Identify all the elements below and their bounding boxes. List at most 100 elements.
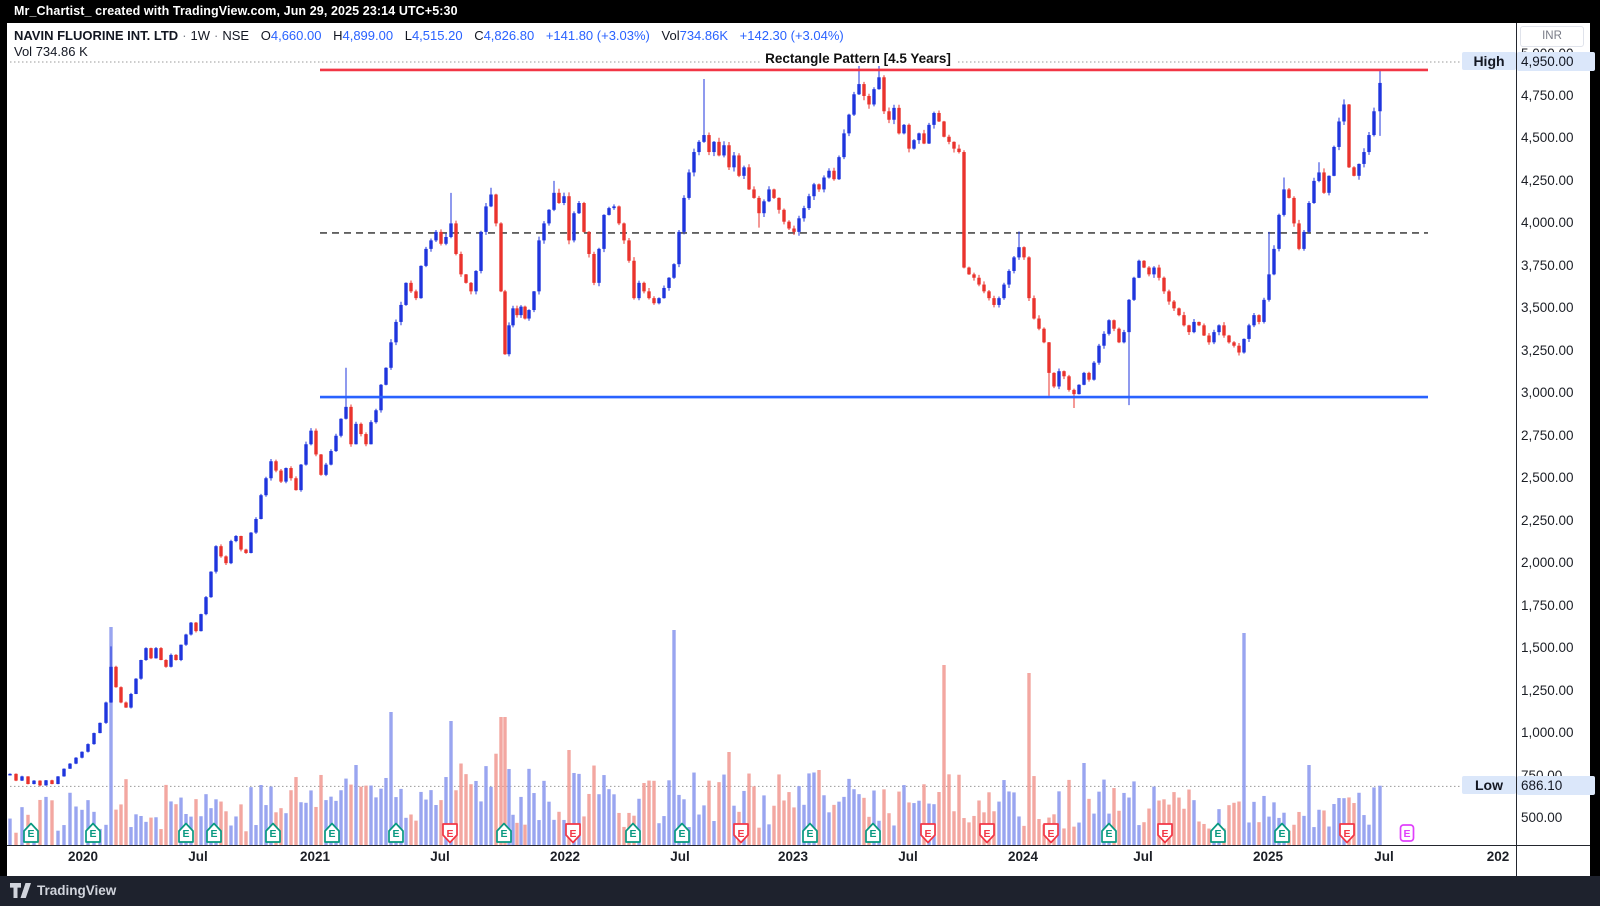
volume-bar bbox=[972, 815, 976, 845]
candle-body bbox=[802, 208, 806, 219]
candle-body bbox=[987, 291, 991, 299]
volume-bar bbox=[124, 779, 128, 845]
candle-body bbox=[389, 342, 393, 368]
candle-body bbox=[607, 208, 611, 215]
candle-body bbox=[812, 184, 816, 197]
earnings-up-icon[interactable]: E bbox=[85, 822, 101, 843]
tradingview-logo[interactable]: TradingView bbox=[10, 883, 116, 898]
volume-bar bbox=[702, 805, 706, 845]
earnings-up-icon[interactable]: E bbox=[496, 822, 512, 843]
volume-bar bbox=[199, 816, 203, 845]
candle-body bbox=[304, 444, 308, 465]
candle-body bbox=[612, 206, 616, 209]
volume-bar bbox=[264, 805, 268, 845]
candle-body bbox=[822, 177, 826, 190]
earnings-down-icon[interactable]: E bbox=[565, 823, 581, 844]
earnings-up-icon[interactable]: E bbox=[178, 822, 194, 843]
volume-bar bbox=[802, 804, 806, 845]
candle-body bbox=[1237, 345, 1241, 353]
candle-body bbox=[184, 634, 188, 645]
candle-body bbox=[917, 133, 921, 141]
earnings-down-icon[interactable]: E bbox=[733, 823, 749, 844]
volume-bar bbox=[1367, 824, 1371, 845]
earnings-up-icon[interactable]: E bbox=[625, 822, 641, 843]
earnings-down-icon[interactable]: E bbox=[920, 823, 936, 844]
svg-text:E: E bbox=[328, 828, 335, 840]
earnings-up-icon[interactable]: E bbox=[674, 822, 690, 843]
earnings-down-icon[interactable]: E bbox=[442, 823, 458, 844]
earnings-up-icon[interactable]: E bbox=[265, 822, 281, 843]
candle-body bbox=[374, 410, 378, 423]
volume-bar bbox=[852, 789, 856, 845]
candle-body bbox=[164, 660, 168, 667]
volume-bar bbox=[1342, 798, 1346, 845]
candle-body bbox=[1082, 372, 1086, 385]
candle-body bbox=[602, 214, 606, 249]
candle-body bbox=[503, 291, 507, 355]
volume-bar bbox=[374, 797, 378, 845]
candle-body bbox=[712, 141, 716, 153]
volume-bar bbox=[489, 786, 493, 845]
volume-bar bbox=[882, 789, 886, 845]
candle-body bbox=[249, 532, 253, 553]
volume-bar bbox=[339, 790, 343, 845]
candle-body bbox=[797, 218, 801, 232]
earnings-down-icon[interactable]: E bbox=[1043, 823, 1059, 844]
svg-text:E: E bbox=[210, 828, 217, 840]
earnings-up-icon[interactable]: E bbox=[388, 822, 404, 843]
candle-body bbox=[474, 270, 478, 292]
volume-bar bbox=[1087, 798, 1091, 845]
volume-bar bbox=[119, 804, 123, 845]
candle-body bbox=[139, 660, 143, 679]
earnings-up-icon[interactable]: E bbox=[1274, 822, 1290, 843]
earnings-upcoming-icon[interactable]: E bbox=[1399, 824, 1415, 842]
candle-body bbox=[962, 152, 966, 268]
svg-text:E: E bbox=[629, 828, 636, 840]
volume-bar bbox=[977, 800, 981, 845]
earnings-up-icon[interactable]: E bbox=[802, 822, 818, 843]
candle-body bbox=[1292, 197, 1296, 224]
volume-bar bbox=[1297, 811, 1301, 845]
earnings-down-icon[interactable]: E bbox=[979, 823, 995, 844]
volume-bar bbox=[667, 780, 671, 845]
candle-body bbox=[942, 121, 946, 137]
candle-body bbox=[1202, 325, 1206, 336]
earnings-up-icon[interactable]: E bbox=[1101, 822, 1117, 843]
volume-bar bbox=[219, 801, 223, 845]
candle-body bbox=[515, 308, 519, 316]
earnings-up-icon[interactable]: E bbox=[324, 822, 340, 843]
candle-body bbox=[429, 240, 433, 249]
volume-bar bbox=[862, 797, 866, 845]
earnings-down-icon[interactable]: E bbox=[1157, 823, 1173, 844]
candle-body bbox=[244, 549, 248, 553]
earnings-down-icon[interactable]: E bbox=[1339, 823, 1355, 844]
volume-bar bbox=[1257, 822, 1261, 845]
candle-body bbox=[857, 84, 861, 95]
volume-bar bbox=[1292, 824, 1296, 845]
earnings-up-icon[interactable]: E bbox=[206, 822, 222, 843]
volume-bar bbox=[762, 795, 766, 845]
volume-bar bbox=[1202, 823, 1206, 845]
earnings-up-icon[interactable]: E bbox=[1210, 822, 1226, 843]
candle-body bbox=[1077, 384, 1081, 395]
candle-body bbox=[1032, 298, 1036, 319]
earnings-up-icon[interactable]: E bbox=[865, 822, 881, 843]
svg-text:E: E bbox=[1105, 828, 1112, 840]
candle-body bbox=[1147, 267, 1151, 275]
volume-bar bbox=[1242, 633, 1246, 845]
candle-body bbox=[523, 306, 527, 319]
volume-bar bbox=[1192, 800, 1196, 845]
candle-body bbox=[662, 287, 666, 299]
volume-bar bbox=[114, 809, 118, 845]
candle-body bbox=[464, 274, 468, 283]
candle-body bbox=[494, 194, 498, 224]
candle-body bbox=[1067, 376, 1071, 390]
earnings-up-icon[interactable]: E bbox=[23, 822, 39, 843]
candle-body bbox=[647, 291, 651, 299]
candle-body bbox=[707, 135, 711, 153]
candle-body bbox=[44, 780, 48, 786]
candle-body bbox=[527, 310, 531, 319]
candle-body bbox=[68, 763, 72, 769]
candle-body bbox=[862, 84, 866, 96]
